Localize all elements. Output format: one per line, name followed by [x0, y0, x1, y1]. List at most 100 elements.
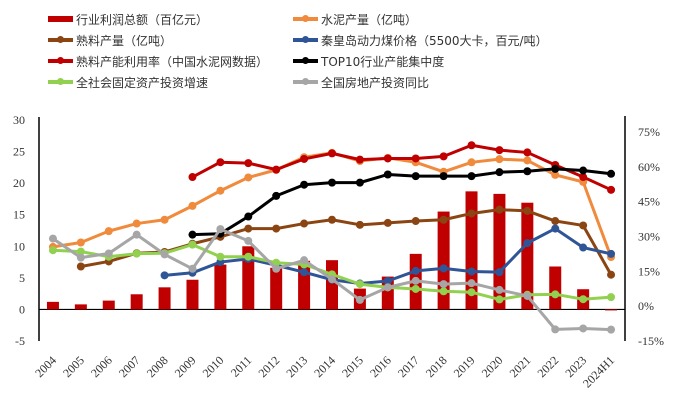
series-point-7	[48, 234, 57, 243]
series-point-1	[495, 155, 504, 164]
legend-swatch	[48, 57, 73, 64]
series-point-7	[132, 230, 141, 239]
series-point-1	[132, 219, 141, 228]
series-point-5	[579, 166, 588, 175]
series-point-7	[411, 276, 420, 285]
series-point-2	[439, 215, 448, 224]
series-point-6	[188, 240, 197, 249]
profit-bar	[158, 287, 171, 310]
legend-label: 全国房地产投资同比	[321, 75, 430, 90]
legend-swatch	[293, 36, 318, 43]
series-point-1	[551, 170, 560, 179]
series-point-1	[244, 173, 253, 182]
series-point-2	[244, 224, 253, 233]
x-tick-label: 2011	[228, 353, 255, 380]
series-point-2	[300, 219, 309, 228]
series-point-6	[467, 288, 476, 297]
legend-label: 熟料产量（亿吨）	[76, 33, 173, 48]
x-tick-label: 2021	[507, 353, 534, 380]
series-point-7	[607, 325, 616, 334]
series-point-3	[579, 243, 588, 252]
series-point-4	[607, 185, 616, 194]
series-point-7	[523, 291, 532, 300]
series-point-6	[551, 290, 560, 299]
series-point-7	[188, 264, 197, 273]
series-point-6	[439, 287, 448, 296]
legend-item: TOP10行业产能集中度	[293, 52, 623, 70]
series-point-4	[216, 158, 225, 167]
series-point-5	[355, 178, 364, 187]
series-point-3	[495, 268, 504, 277]
legend-label: 全社会固定资产投资增速	[76, 75, 209, 90]
series-point-1	[216, 186, 225, 195]
left-tick-label: 15	[13, 208, 25, 222]
series-point-2	[328, 215, 336, 224]
series-point-2	[355, 220, 364, 229]
series-point-4	[272, 165, 281, 174]
series-point-4	[300, 154, 309, 163]
left-tick-label: -5	[15, 334, 25, 348]
series-point-7	[355, 295, 364, 304]
series-point-2	[607, 270, 616, 279]
series-point-2	[579, 221, 588, 230]
series-point-4	[355, 155, 364, 164]
series-point-3	[383, 277, 392, 286]
profit-bar	[549, 266, 562, 310]
right-tick-label: 30%	[638, 230, 660, 244]
series-point-5	[411, 172, 420, 181]
series-point-6	[132, 249, 141, 258]
series-point-3	[607, 249, 616, 258]
series-point-2	[523, 206, 532, 215]
legend-item: 秦皇岛动力煤价格（5500大卡，百元/吨）	[293, 31, 623, 49]
series-point-7	[76, 253, 85, 262]
series-point-4	[411, 154, 420, 163]
x-tick-label: 2020	[479, 353, 506, 380]
series-line-5	[192, 167, 612, 237]
left-tick-label: 20	[13, 176, 25, 190]
left-tick-label: 30	[13, 113, 25, 127]
series-point-5	[244, 212, 253, 221]
series-point-4	[495, 146, 504, 155]
series-point-5	[439, 172, 448, 181]
series-point-6	[76, 247, 85, 256]
left-tick-label: 5	[19, 271, 25, 285]
legend-label: 水泥产量（亿吨）	[321, 12, 418, 27]
series-point-2	[76, 262, 85, 271]
legend-item: 熟料产量（亿吨）	[48, 31, 293, 49]
series-point-4	[383, 154, 392, 163]
right-tick-label: -15%	[638, 334, 664, 348]
profit-bar	[521, 202, 534, 310]
series-point-6	[216, 252, 225, 261]
series-point-5	[551, 164, 560, 173]
series-point-5	[607, 169, 616, 178]
series-point-5	[383, 170, 392, 179]
x-tick-label: 2008	[144, 353, 171, 380]
series-point-7	[495, 285, 504, 294]
legend-swatch	[293, 57, 318, 64]
series-point-5	[328, 178, 336, 187]
legend-label: 行业利润总额（百亿元）	[76, 12, 209, 27]
series-point-3	[439, 264, 448, 273]
series-point-7	[104, 249, 113, 258]
series-point-1	[104, 227, 113, 236]
series-point-3	[523, 239, 532, 248]
series-point-7	[439, 280, 448, 289]
x-tick-label: 2015	[339, 353, 366, 380]
series-point-1	[160, 215, 169, 224]
legend-item: 熟料产能利用率（中国水泥网数据）	[48, 52, 293, 70]
legend-item: 全社会固定资产投资增速	[48, 73, 293, 91]
profit-bar	[270, 267, 283, 310]
series-point-7	[579, 324, 588, 333]
profit-bar	[130, 294, 143, 310]
series-point-6	[607, 293, 616, 302]
legend-item: 行业利润总额（百亿元）	[48, 10, 293, 28]
series-point-3	[551, 224, 560, 233]
profit-bar	[242, 246, 255, 310]
series-point-5	[495, 168, 504, 177]
profit-bar	[74, 304, 87, 310]
series-point-7	[216, 225, 225, 234]
series-point-5	[188, 230, 197, 239]
right-tick-label: 45%	[638, 195, 660, 209]
legend-swatch	[48, 16, 73, 22]
